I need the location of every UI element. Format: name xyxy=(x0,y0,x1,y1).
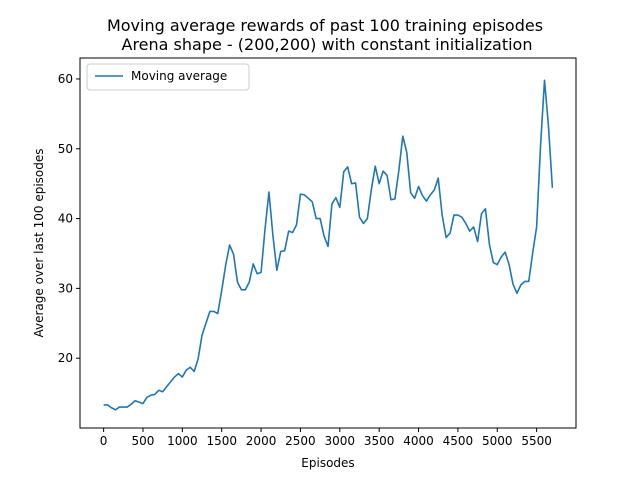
x-tick-label: 0 xyxy=(100,434,108,448)
x-tick-label: 1500 xyxy=(206,434,237,448)
x-tick-label: 1000 xyxy=(167,434,198,448)
x-tick-label: 2000 xyxy=(246,434,277,448)
legend-label: Moving average xyxy=(131,69,227,83)
x-tick-label: 3000 xyxy=(325,434,356,448)
x-axis-ticks: 0 500 1000 1500 2000 2500 3000 3500 4000 4500 5000… xyxy=(100,428,552,448)
y-tick-label: 20 xyxy=(58,351,73,365)
x-tick-label: 5500 xyxy=(521,434,552,448)
x-tick-label: 5000 xyxy=(482,434,513,448)
x-tick-label: 2500 xyxy=(285,434,316,448)
chart-subtitle: Arena shape - (200,200) with constant in… xyxy=(122,35,533,54)
y-tick-label: 50 xyxy=(58,142,73,156)
y-tick-label: 40 xyxy=(58,212,73,226)
x-tick-label: 4000 xyxy=(403,434,434,448)
x-tick-label: 3500 xyxy=(364,434,395,448)
chart-title: Moving average rewards of past 100 train… xyxy=(107,16,543,35)
moving-average-line xyxy=(103,79,554,411)
x-tick-label: 4500 xyxy=(443,434,474,448)
x-tick-label: 500 xyxy=(132,434,155,448)
y-axis-label: Average over last 100 episodes xyxy=(32,148,46,337)
y-tick-label: 60 xyxy=(58,72,73,86)
y-axis-ticks: 20 30 40 50 60 xyxy=(58,72,80,365)
plot-area-frame xyxy=(79,57,577,429)
y-tick-label: 30 xyxy=(58,281,73,295)
legend: Moving average xyxy=(86,63,250,91)
legend-box xyxy=(86,63,250,91)
x-axis-label: Episodes xyxy=(301,456,354,470)
